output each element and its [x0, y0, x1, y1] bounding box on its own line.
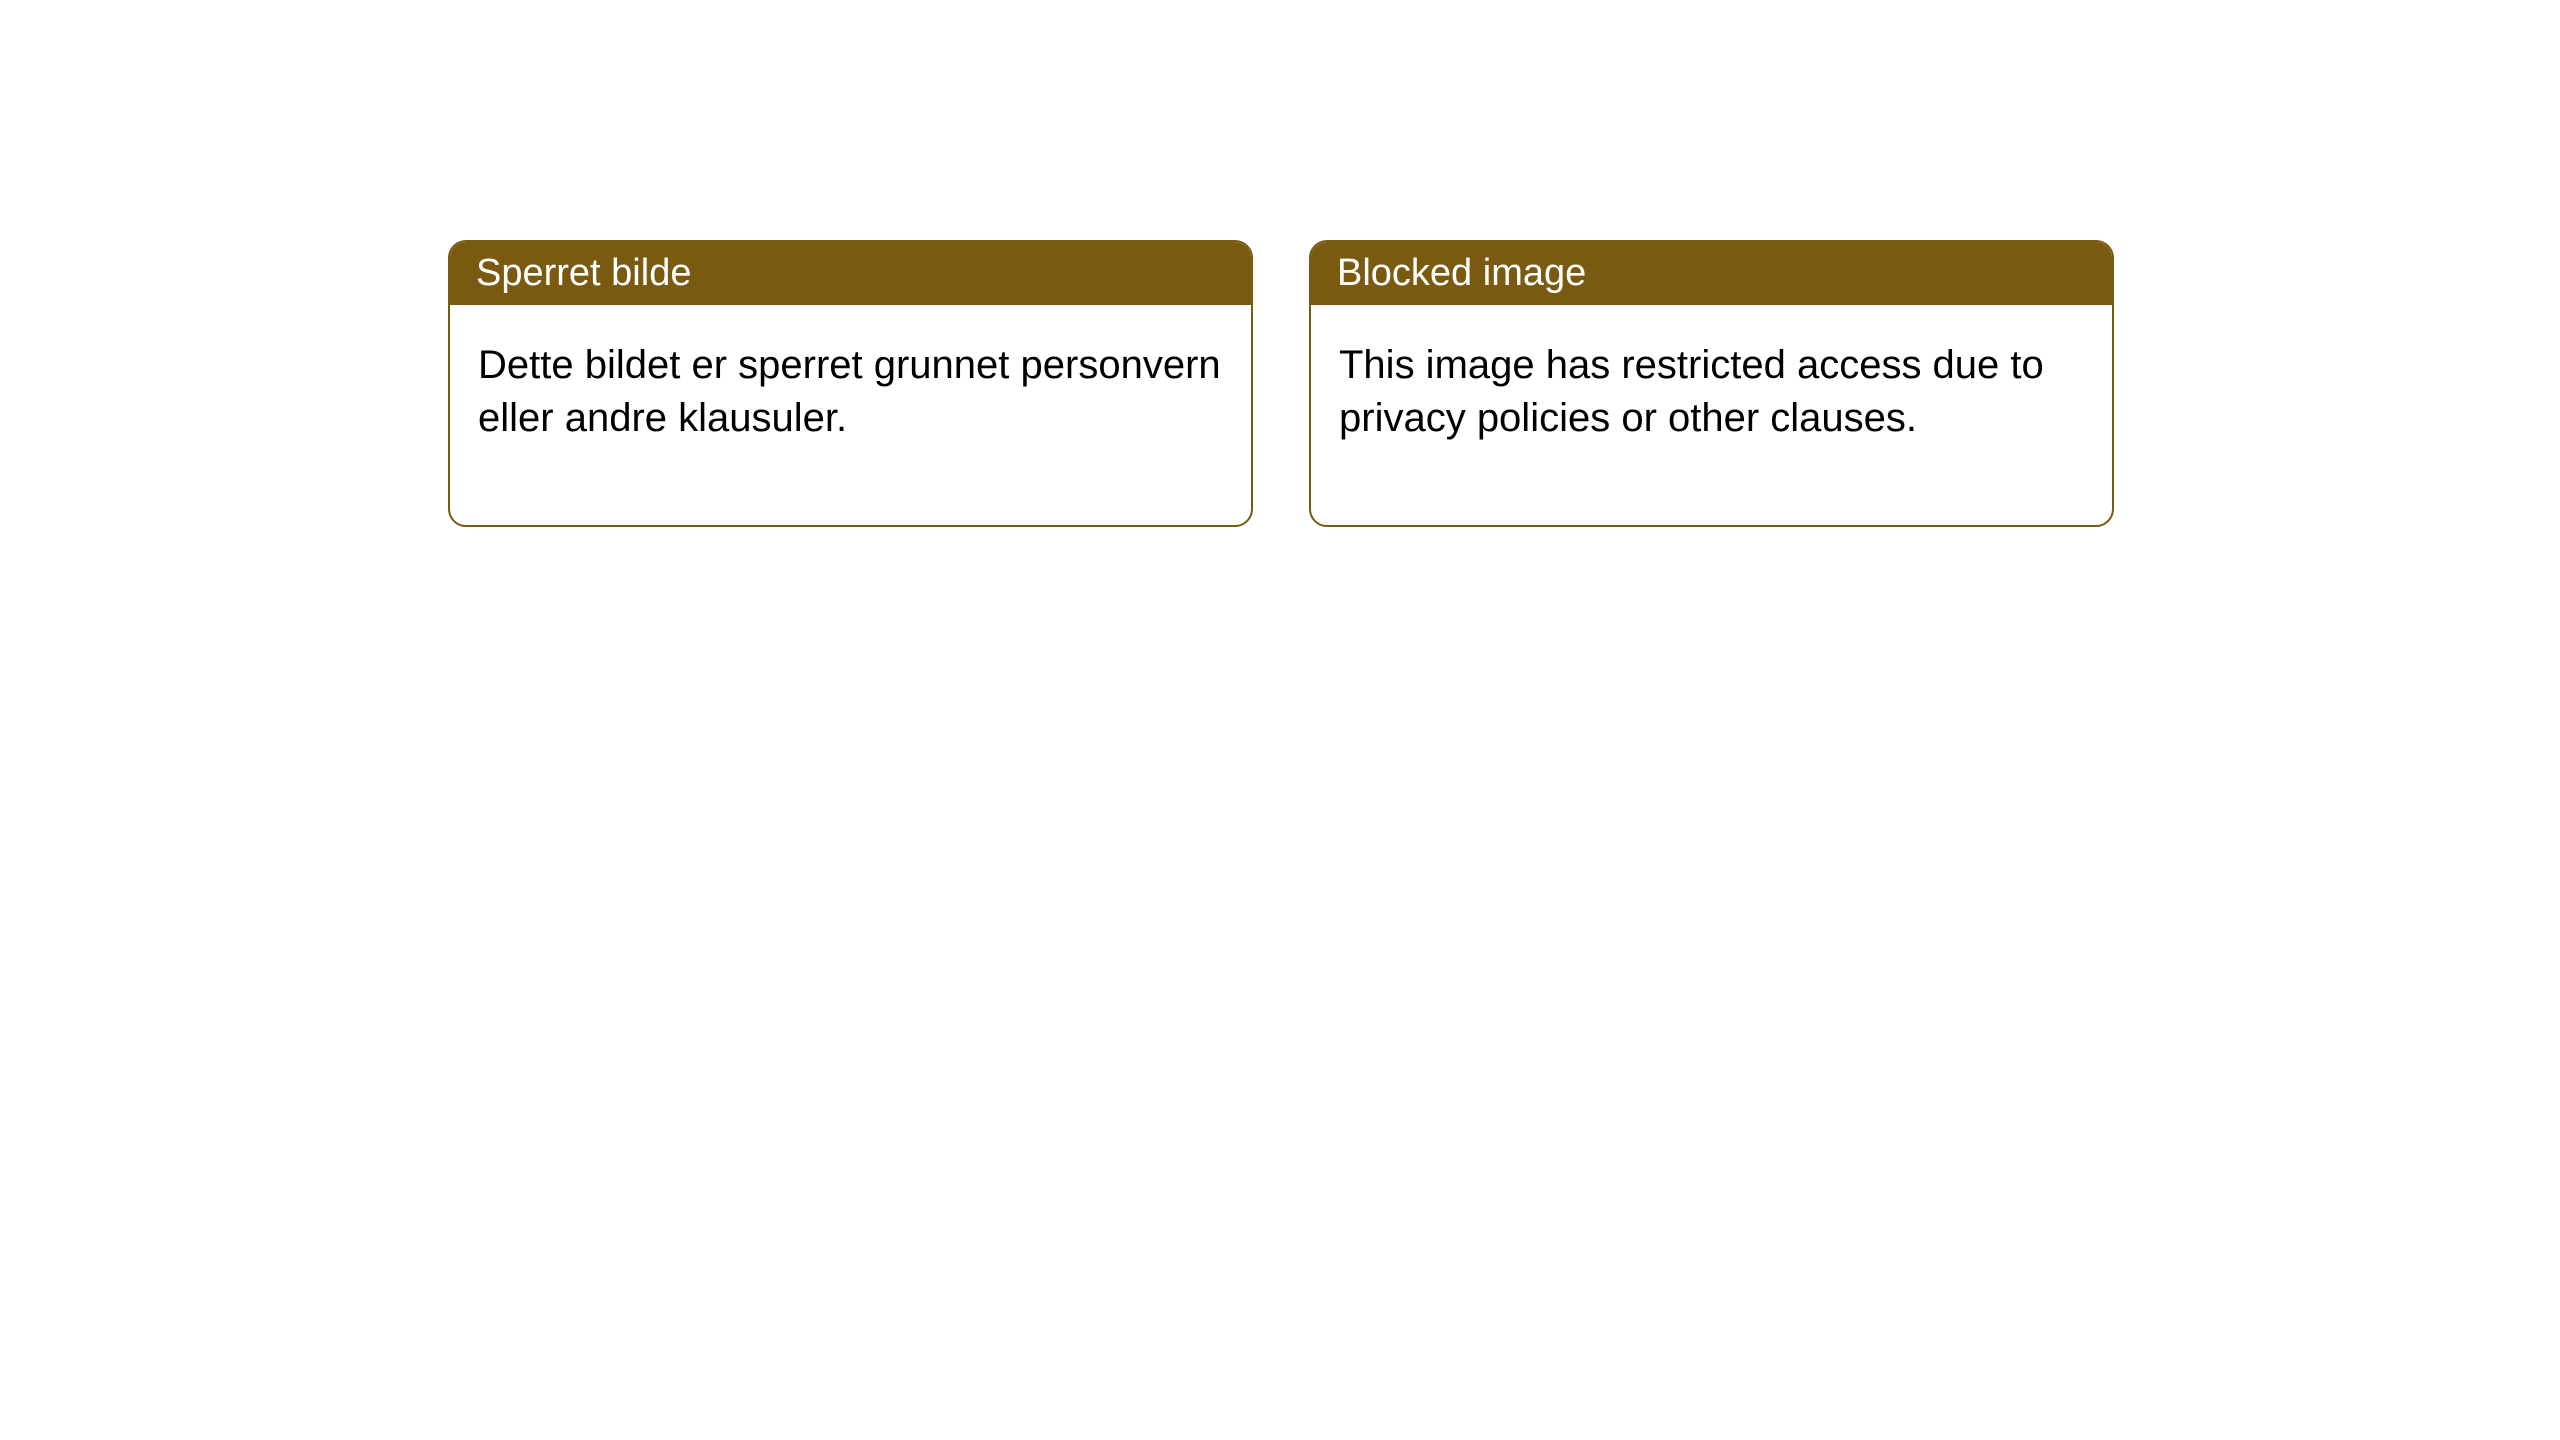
notice-body-no: Dette bildet er sperret grunnet personve… [450, 305, 1251, 525]
notice-title-no: Sperret bilde [450, 242, 1251, 305]
notice-card-en: Blocked image This image has restricted … [1309, 240, 2114, 527]
notice-title-en: Blocked image [1311, 242, 2112, 305]
notice-container: Sperret bilde Dette bildet er sperret gr… [448, 240, 2114, 527]
notice-card-no: Sperret bilde Dette bildet er sperret gr… [448, 240, 1253, 527]
notice-body-en: This image has restricted access due to … [1311, 305, 2112, 525]
